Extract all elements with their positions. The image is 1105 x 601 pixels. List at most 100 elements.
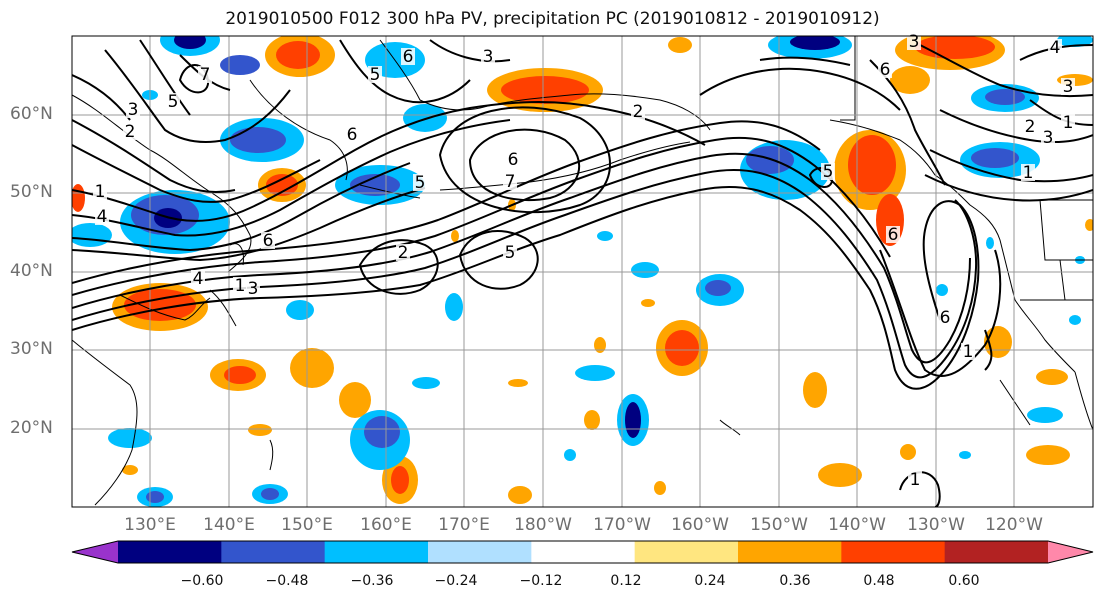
contour-label-bg	[401, 48, 415, 65]
contour-label-bg	[503, 244, 517, 261]
contour-label: 5	[370, 65, 381, 85]
contour-label-bg	[95, 208, 109, 225]
colorbar-tick-label: 0.24	[694, 573, 726, 589]
contour-label: 1	[1023, 163, 1034, 183]
lat-label-60n: 60°N	[10, 104, 53, 124]
contour-label-bg	[191, 270, 205, 287]
contour-label-bg	[93, 183, 107, 200]
contour-label-bg	[631, 103, 645, 120]
contour-label: 5	[415, 173, 426, 193]
contour-label: 4	[1050, 38, 1061, 58]
contour-label: 6	[888, 225, 899, 245]
colorbar-segment	[428, 541, 532, 563]
figure-title: 2019010500 F012 300 hPa PV, precipitatio…	[225, 9, 880, 29]
contour-label-bg	[126, 101, 140, 118]
lat-label-20n: 20°N	[10, 418, 53, 438]
contour-label-bg	[246, 280, 260, 297]
contour-label-bg	[1061, 114, 1075, 131]
contour-label: 2	[633, 102, 644, 122]
coastlines	[72, 36, 1093, 506]
lon-label: 170°W	[593, 515, 651, 535]
contour-label: 6	[880, 60, 891, 80]
contour-label: 6	[403, 47, 414, 67]
lat-label-50n: 50°N	[10, 182, 53, 202]
colorbar-segment	[531, 541, 636, 563]
contour-label: 6	[940, 308, 951, 328]
contour-label: 1	[910, 470, 921, 490]
contour-label-bg	[1023, 118, 1037, 135]
contour-label: 5	[168, 92, 179, 112]
colorbar-segment	[634, 541, 739, 563]
colorbar-extend-low	[72, 541, 118, 563]
contour-label-bg	[1041, 129, 1055, 146]
lon-label: 150°E	[281, 515, 333, 535]
contour-label: 6	[508, 150, 519, 170]
contour-label-bg	[198, 66, 212, 83]
negative-precip-blob	[72, 36, 1093, 507]
contour-label: 1	[235, 276, 246, 296]
contour-label: 6	[263, 231, 274, 251]
colorbar-tick-label: 0.48	[863, 573, 895, 589]
contour-label: 7	[200, 65, 211, 85]
lon-label: 160°E	[360, 515, 412, 535]
colorbar-segment	[841, 541, 946, 563]
contour-label-bg	[1048, 39, 1062, 56]
lat-label-30n: 30°N	[10, 339, 53, 359]
lon-label: 160°W	[671, 515, 729, 535]
contour-label: 1	[963, 342, 974, 362]
contour-label: 4	[97, 207, 108, 227]
contour-label-bg	[233, 277, 247, 294]
colorbar-outline	[71, 540, 1094, 564]
contour-label: 3	[1043, 128, 1054, 148]
colorbar-tick-label: −0.24	[434, 573, 478, 589]
colorbar-extend-high	[1048, 541, 1093, 563]
contour-label: 2	[125, 122, 136, 142]
colorbar-tick-label: 0.12	[610, 573, 642, 589]
contour-label-bg	[961, 343, 975, 360]
colorbar-segment	[944, 541, 1049, 563]
colorbar-tick-label: −0.60	[180, 573, 224, 589]
contour-label: 1	[1063, 113, 1074, 133]
contour-label-bg	[481, 48, 495, 65]
contour-label-bg	[503, 173, 517, 190]
colorbar-tick-label: −0.36	[350, 573, 394, 589]
lon-label: 130°E	[124, 515, 176, 535]
contour-label: 3	[128, 100, 139, 120]
contour-label: 7	[505, 172, 516, 192]
contour-label: 5	[505, 243, 516, 263]
contour-label: 3	[1063, 77, 1074, 97]
contour-label-bg	[886, 226, 900, 243]
lat-label-40n: 40°N	[10, 261, 53, 281]
colorbar-tick-label: 0.36	[779, 573, 811, 589]
map-frame	[71, 35, 1094, 508]
lon-label: 150°W	[750, 515, 808, 535]
contour-label: 3	[483, 47, 494, 67]
contour-label-bg	[506, 151, 520, 168]
contour-label-bg	[413, 174, 427, 191]
contour-label-bg	[261, 232, 275, 249]
colorbar-tick-label: −0.12	[519, 573, 563, 589]
contour-label: 2	[398, 243, 409, 263]
colorbar	[71, 540, 1094, 564]
colorbar-segment	[118, 541, 222, 563]
contour-label-bg	[938, 309, 952, 326]
colorbar-tick-label: 0.60	[948, 573, 980, 589]
contour-label-bg	[908, 471, 922, 488]
contour-label-bg	[166, 93, 180, 110]
contour-label-bg	[368, 66, 382, 83]
lon-label: 120°W	[985, 515, 1043, 535]
contour-label-bg	[1061, 78, 1075, 95]
contour-label: 3	[248, 279, 259, 299]
colorbar-tick-label: −0.48	[265, 573, 309, 589]
contour-label: 2	[1025, 117, 1036, 137]
lon-label: 140°W	[828, 515, 886, 535]
contour-label-bg	[396, 244, 410, 261]
pv-contours	[72, 39, 1093, 507]
lon-label: 170°E	[438, 515, 490, 535]
colorbar-segment	[738, 541, 842, 563]
lon-label: 130°W	[907, 515, 965, 535]
contour-label-bg	[821, 163, 835, 180]
